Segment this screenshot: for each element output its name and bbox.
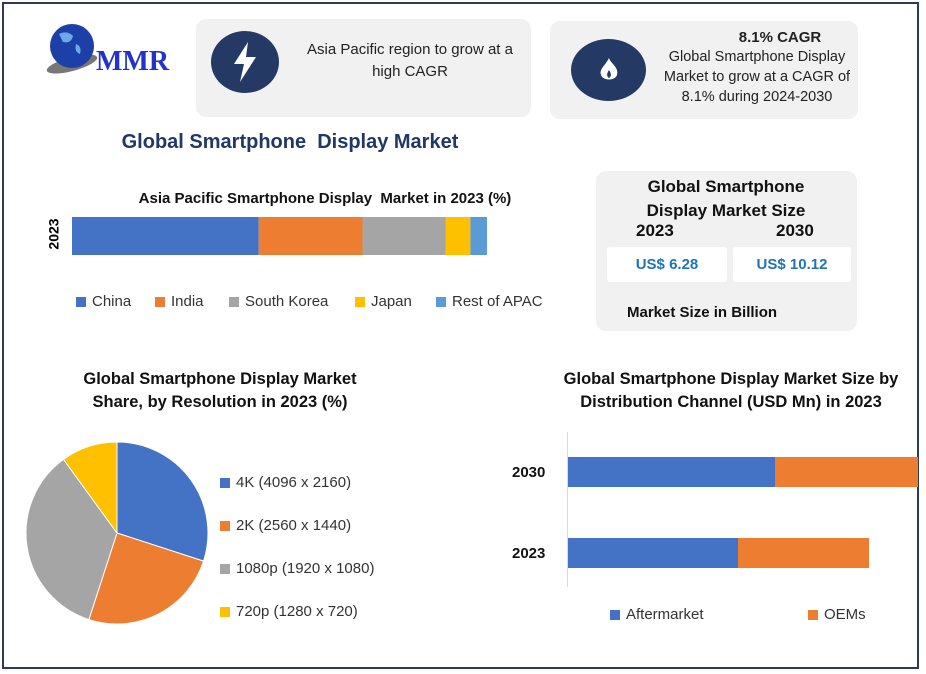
legend-item-china: China (76, 293, 131, 310)
apac-bar-chart (72, 217, 487, 255)
flame-icon (571, 39, 646, 101)
pie-slice-2 (25, 458, 118, 621)
apac-growth-card: Asia Pacific region to grow at a high CA… (196, 19, 531, 117)
legend-item-oems: OEMs (808, 606, 866, 623)
bar-2030-aftermarket (568, 457, 775, 487)
pie-slice-3 (62, 441, 118, 535)
legend-item-resolution-3: 720p (1280 x 720) (220, 603, 358, 620)
legend-item-resolution-2: 1080p (1920 x 1080) (220, 560, 374, 577)
market-size-footer: Market Size in Billion (627, 304, 778, 321)
legend-swatch (220, 520, 230, 531)
legend-swatch (155, 296, 165, 307)
distribution-axis (567, 432, 568, 587)
bar-segment-south-korea (362, 217, 446, 255)
year-2023-label: 2023 (636, 221, 674, 240)
value-2023: US$ 6.28 (607, 247, 727, 282)
bar-segment-china (72, 217, 259, 255)
mmr-logo: MMR (24, 16, 184, 78)
legend-label: China (92, 293, 132, 310)
bar-2023-aftermarket (568, 538, 738, 568)
bar-segment-india (258, 217, 363, 255)
legend-label: 4K (4096 x 2160) (236, 474, 352, 491)
legend-label: 2K (2560 x 1440) (236, 517, 352, 534)
value-2030: US$ 10.12 (733, 247, 851, 282)
bar-segment-rest-of-apac (470, 217, 487, 255)
legend-label: Japan (371, 293, 412, 310)
legend-swatch (76, 296, 86, 307)
legend-item-south-korea: South Korea (229, 293, 328, 310)
year-2030-label: 2030 (776, 221, 814, 240)
legend-label: OEMs (824, 606, 866, 623)
legend-label: India (171, 293, 204, 310)
main-title: Global Smartphone Display Market (121, 131, 459, 153)
legend-item-india: India (155, 293, 204, 310)
legend-label: Aftermarket (626, 606, 704, 623)
legend-swatch (220, 563, 230, 574)
category-label-2023: 2023 (512, 545, 546, 562)
apac-category-label: 2023 (45, 218, 62, 250)
cagr-card: 8.1% CAGR Global Smartphone Display Mark… (550, 21, 858, 119)
legend-label: Rest of APAC (452, 293, 543, 310)
market-size-title: Global Smartphone Display Market Size (646, 177, 806, 220)
pie-chart-title: Global Smartphone Display Market Share, … (83, 370, 357, 411)
bar-2023-oems (737, 538, 869, 568)
legend-item-resolution-1: 2K (2560 x 1440) (220, 517, 351, 534)
legend-item-aftermarket: Aftermarket (610, 606, 704, 623)
pie-slice-1 (88, 532, 205, 625)
legend-swatch (220, 606, 230, 617)
apac-growth-text: Asia Pacific region to grow at a high CA… (307, 41, 513, 80)
legend-swatch (229, 296, 239, 307)
legend-swatch (220, 477, 230, 488)
legend-swatch (436, 296, 446, 307)
apac-chart-title: Asia Pacific Smartphone Display Market i… (138, 190, 512, 207)
legend-item-resolution-0: 4K (4096 x 2160) (220, 474, 351, 491)
lightning-icon (211, 31, 279, 93)
legend-swatch (808, 609, 818, 620)
bar-segment-japan (445, 217, 471, 255)
resolution-pie-chart (25, 441, 209, 625)
bar-2030-oems (774, 457, 918, 487)
cagr-text: Global Smartphone Display Market to grow… (663, 49, 851, 105)
pie-slice-0 (116, 441, 209, 562)
cagr-heading: 8.1% CAGR (738, 29, 822, 46)
legend-label: South Korea (245, 293, 329, 310)
legend-swatch (610, 609, 620, 620)
legend-label: 1080p (1920 x 1080) (236, 560, 375, 577)
legend-swatch (355, 296, 365, 307)
infographic-frame (2, 2, 919, 669)
legend-label: 720p (1280 x 720) (236, 603, 358, 620)
legend-item-rest-of-apac: Rest of APAC (436, 293, 543, 310)
distribution-chart-title: Global Smartphone Display Market Size by… (563, 370, 899, 411)
category-label-2030: 2030 (512, 464, 546, 481)
legend-item-japan: Japan (355, 293, 412, 310)
market-size-box: Global Smartphone Display Market Size 20… (596, 171, 857, 331)
logo-text: MMR (96, 46, 170, 77)
